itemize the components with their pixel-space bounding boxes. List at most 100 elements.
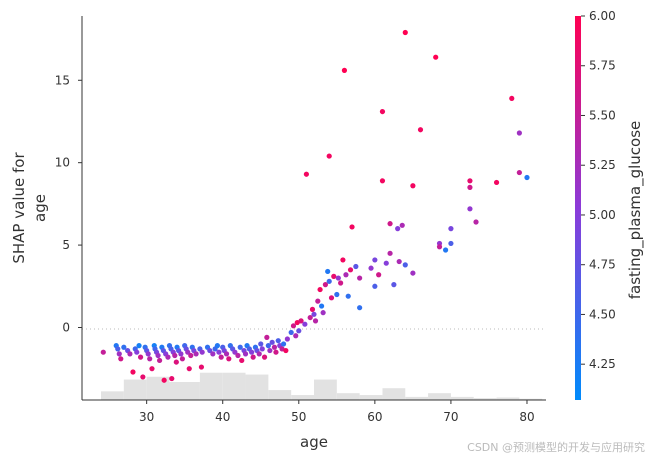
x-tick-label: 30 <box>139 410 154 424</box>
scatter-point <box>273 349 279 355</box>
scatter-point <box>134 349 140 355</box>
scatter-point <box>280 341 287 347</box>
histogram-bar <box>268 390 292 400</box>
scatter-point <box>137 354 144 360</box>
scatter-point <box>516 169 522 176</box>
scatter-point <box>376 272 382 278</box>
scatter-point <box>372 257 378 263</box>
scatter-point <box>116 351 122 357</box>
y-axis-title-line2: age <box>31 194 49 222</box>
scatter-point <box>188 352 194 359</box>
scatter-point <box>417 127 424 133</box>
scatter-point <box>290 323 297 329</box>
scatter-point <box>161 377 167 383</box>
scatter-point <box>269 339 275 345</box>
scatter-point <box>311 311 317 317</box>
y-axis-title-line1: SHAP value for <box>10 152 28 264</box>
scatter-point <box>156 357 163 364</box>
histogram-bar <box>450 396 474 400</box>
histogram-bar <box>519 398 543 400</box>
watermark: CSDN @预测模型的开发与应用研究 <box>467 441 645 454</box>
scatter-point <box>349 224 355 230</box>
colorbar-tick-label: 5.25 <box>589 158 616 172</box>
histogram-bar <box>382 388 406 400</box>
scatter-point <box>179 356 186 362</box>
scatter-point <box>214 343 220 349</box>
scatter-point <box>379 178 386 184</box>
scatter-point <box>298 318 304 324</box>
scatter-point <box>127 351 133 357</box>
x-tick-label: 70 <box>443 410 458 424</box>
scatter-point <box>140 374 146 380</box>
scatter-point <box>293 333 299 339</box>
scatter-point <box>315 298 321 304</box>
scatter-point <box>169 375 175 382</box>
scatter-point <box>467 206 473 212</box>
scatter-point <box>317 286 323 293</box>
scatter-point <box>402 29 408 36</box>
scatter-point <box>524 174 530 181</box>
scatter-point <box>387 221 393 227</box>
scatter-point <box>207 347 213 354</box>
scatter-point <box>275 338 281 344</box>
scatter-point <box>185 349 191 355</box>
histogram-bar <box>496 397 520 400</box>
scatter-point <box>442 247 449 253</box>
scatter-point <box>288 329 294 336</box>
scatter-point <box>186 366 192 372</box>
scatter-point <box>338 280 344 286</box>
scatter-point <box>357 275 363 281</box>
scatter-point <box>383 260 389 266</box>
scatter-point <box>467 184 473 190</box>
scatter-points <box>100 29 530 383</box>
scatter-point <box>357 305 363 311</box>
x-axis-ticks: 30 40 50 60 70 80 <box>139 400 535 424</box>
scatter-point <box>296 328 302 334</box>
scatter-point <box>328 295 335 301</box>
scatter-point <box>341 67 348 73</box>
scatter-point <box>396 258 402 265</box>
x-tick-label: 50 <box>291 410 306 424</box>
scatter-point <box>347 267 354 273</box>
scatter-point <box>216 349 222 355</box>
histogram-bar <box>291 395 314 400</box>
scatter-point <box>319 303 325 309</box>
scatter-point <box>136 343 142 349</box>
scatter-point <box>399 222 405 228</box>
scatter-point <box>267 347 273 354</box>
scatter-point <box>235 352 241 359</box>
scatter-point <box>100 349 106 355</box>
y-tick-label: 10 <box>55 156 70 170</box>
scatter-point <box>121 344 127 350</box>
histogram-bar <box>199 372 223 400</box>
scatter-point <box>516 130 522 136</box>
scatter-point <box>250 354 256 360</box>
scatter-point <box>343 272 349 278</box>
colorbar-tick-label: 5.50 <box>589 108 616 122</box>
scatter-point <box>173 359 179 365</box>
scatter-point <box>239 357 245 364</box>
scatter-point <box>410 183 416 189</box>
scatter-point <box>283 347 289 354</box>
scatter-point <box>237 344 243 350</box>
scatter-point <box>322 282 329 288</box>
scatter-point <box>218 354 224 360</box>
scatter-point <box>309 306 316 312</box>
histogram-bar <box>314 379 337 400</box>
scatter-point <box>265 343 271 349</box>
scatter-point <box>326 278 332 284</box>
scatter-point <box>172 352 178 359</box>
feature-histogram <box>101 372 543 400</box>
scatter-point <box>433 54 439 60</box>
scatter-point <box>391 282 397 288</box>
x-axis-title: age <box>300 433 328 451</box>
colorbar-tick-label: 5.00 <box>589 208 616 222</box>
scatter-point <box>145 351 151 357</box>
histogram-bar <box>101 391 124 400</box>
scatter-point <box>242 351 249 357</box>
scatter-point <box>256 351 262 357</box>
scatter-point <box>232 349 238 355</box>
scatter-point <box>259 346 265 352</box>
colorbar-ticks: 4.25 4.50 4.75 5.00 5.25 5.50 5.75 6.00 <box>581 9 616 371</box>
